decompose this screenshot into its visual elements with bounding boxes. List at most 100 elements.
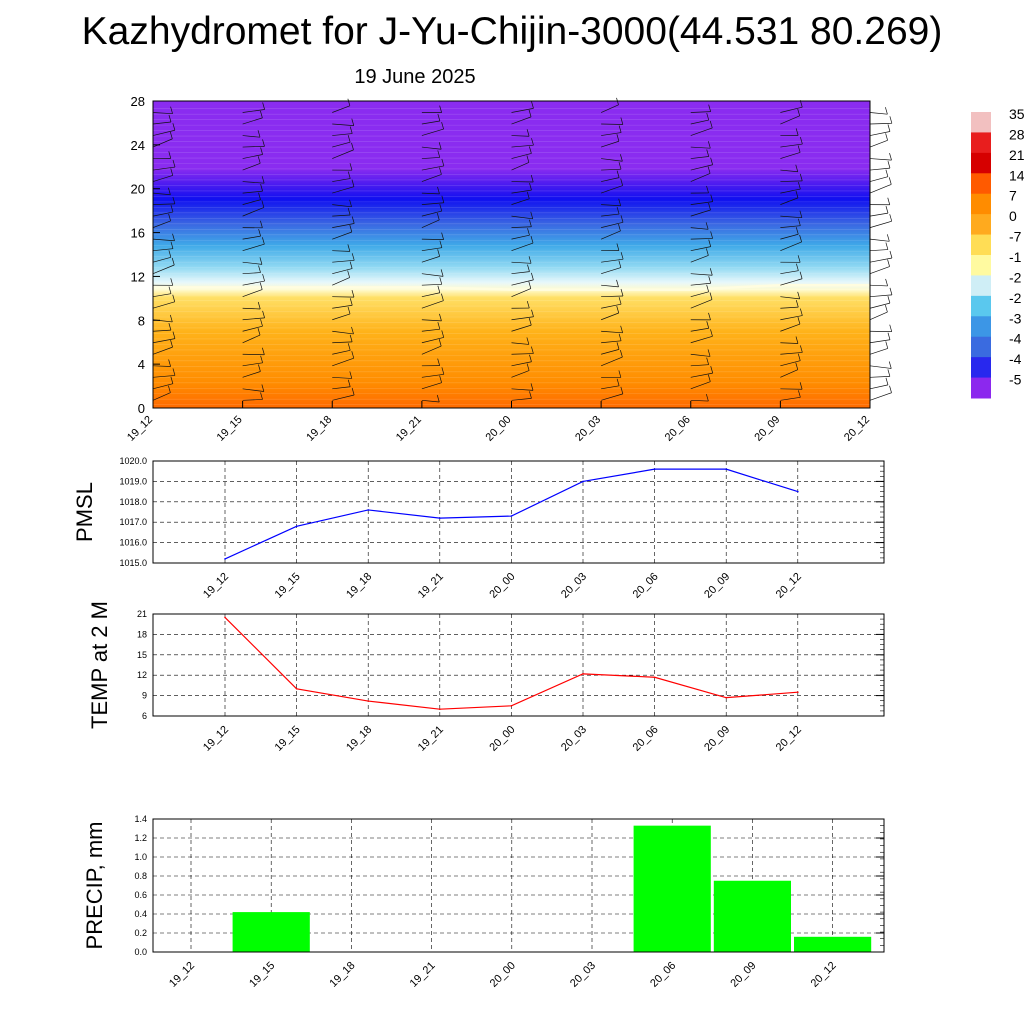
- wind-barb-flag: [886, 234, 890, 242]
- wind-barb: [152, 346, 173, 355]
- wind-barb: [780, 315, 803, 321]
- wind-barb-flag: [887, 259, 890, 267]
- wind-barb: [869, 384, 889, 390]
- wind-barb-flag: [530, 211, 534, 219]
- wind-barb-flag: [889, 287, 893, 295]
- wind-barb: [421, 219, 440, 228]
- wind-barb-flag: [439, 277, 443, 285]
- wind-barb-flag: [437, 358, 440, 366]
- wind-barb-flag: [887, 197, 891, 205]
- wind-barb-flag: [351, 142, 354, 150]
- y-tick-label: 24: [131, 138, 145, 153]
- wind-barb: [511, 370, 530, 378]
- wind-barb-flag: [349, 126, 353, 134]
- wind-barb-flag: [526, 363, 530, 371]
- wind-barb: [242, 109, 265, 113]
- wind-barb: [780, 115, 800, 125]
- x-tick-label: 19_15: [247, 960, 277, 990]
- y-tick-label: 21: [137, 609, 147, 619]
- wind-barb-flag: [798, 181, 801, 190]
- data-point: [295, 688, 298, 690]
- wind-barb-flag: [616, 170, 620, 178]
- wind-barb-flag: [439, 105, 442, 113]
- wind-barb: [780, 152, 801, 159]
- colorbar-swatch: [971, 377, 991, 399]
- wind-barb-flag: [529, 354, 532, 362]
- colorbar-swatch: [971, 357, 991, 379]
- colorbar-label: 0: [1009, 208, 1017, 224]
- data-point: [224, 616, 226, 619]
- wind-barb-flag: [799, 234, 802, 243]
- colorbar-swatch: [971, 316, 991, 338]
- wind-barb: [421, 146, 442, 150]
- y-tick-label: 1019.0: [119, 476, 147, 486]
- y-tick-label: 15: [137, 650, 147, 660]
- wind-barb: [869, 266, 890, 275]
- wind-barb-flag: [257, 301, 261, 310]
- colorbar-swatch: [971, 336, 991, 358]
- wind-barb-flag: [889, 385, 892, 393]
- wind-barb: [601, 185, 623, 194]
- wind-barb-flag: [620, 325, 623, 333]
- wind-barb-flag: [170, 241, 174, 249]
- y-tick-label: 1015.0: [119, 558, 147, 568]
- wind-barb-flag: [888, 177, 892, 185]
- date-label: 19 June 2025: [354, 66, 476, 88]
- wind-barb-flag: [885, 341, 889, 349]
- wind-barb: [332, 133, 353, 136]
- wind-barb-flag: [168, 151, 172, 159]
- wind-barb: [421, 256, 440, 263]
- wind-barb-flag: [258, 265, 261, 273]
- wind-barb: [421, 337, 444, 344]
- y-tick-label: 1017.0: [119, 517, 147, 527]
- x-tick-label: 20_03: [559, 724, 589, 754]
- wind-barb-flag: [797, 145, 801, 153]
- temp2m-panel: 6 9 12 15 18 21 19_12 19_15 19_18 19_21 20_00 20_03…: [87, 601, 885, 754]
- pmsl-panel: 1015.0 1016.0 1017.0 1018.0 1019.0 1020.0 19_1…: [72, 456, 885, 601]
- wind-barb-flag: [349, 334, 353, 342]
- wind-barb: [242, 207, 265, 217]
- data-point: [367, 700, 370, 702]
- wind-barb-flag: [171, 257, 175, 266]
- wind-barb: [332, 123, 354, 126]
- colorbar-swatch: [971, 295, 991, 317]
- wind-barb: [242, 199, 261, 205]
- wind-barb: [152, 264, 175, 275]
- wind-barb: [152, 192, 171, 196]
- wind-barb: [332, 376, 352, 379]
- wind-barb: [421, 165, 444, 171]
- wind-barb-flag: [439, 240, 443, 248]
- wind-barb: [511, 353, 534, 355]
- wind-barb: [332, 277, 350, 286]
- y-tick-label: 0.0: [134, 947, 147, 957]
- wind-barb-flag: [262, 273, 265, 282]
- wind-barb: [601, 132, 622, 136]
- wind-barb-flag: [261, 200, 265, 208]
- wind-barb-flag: [887, 296, 891, 304]
- x-tick-label: 20_03: [568, 960, 598, 990]
- wind-barb: [332, 304, 353, 309]
- x-tick-label: 19_21: [408, 960, 438, 990]
- wind-barb-flag: [351, 387, 355, 396]
- wind-barb-flag: [797, 108, 801, 116]
- y-tick-label: 20: [131, 182, 145, 197]
- wind-barb: [690, 364, 709, 367]
- wind-barb-flag: [616, 206, 620, 215]
- wind-barb: [332, 105, 350, 113]
- wind-barb-flag: [706, 284, 709, 292]
- wind-barb-flag: [168, 213, 171, 221]
- wind-barb: [600, 104, 619, 113]
- wind-barb-flag: [710, 231, 713, 239]
- wind-barb: [690, 127, 713, 136]
- wind-barb-flag: [618, 198, 622, 206]
- wind-barb: [869, 139, 888, 148]
- wind-barb: [869, 249, 888, 252]
- wind-barb-flag: [257, 130, 261, 138]
- wind-barb: [152, 338, 176, 344]
- wind-barb-flag: [531, 101, 534, 109]
- wind-barb: [242, 280, 265, 286]
- wind-barb: [242, 117, 263, 125]
- wind-barb: [421, 247, 442, 252]
- heatmap-panel: 0 4 8 12 16 20 24 28 19_12 19_15 19_18 19_21 20_00 20…: [125, 94, 893, 444]
- wind-barb-flag: [795, 190, 799, 198]
